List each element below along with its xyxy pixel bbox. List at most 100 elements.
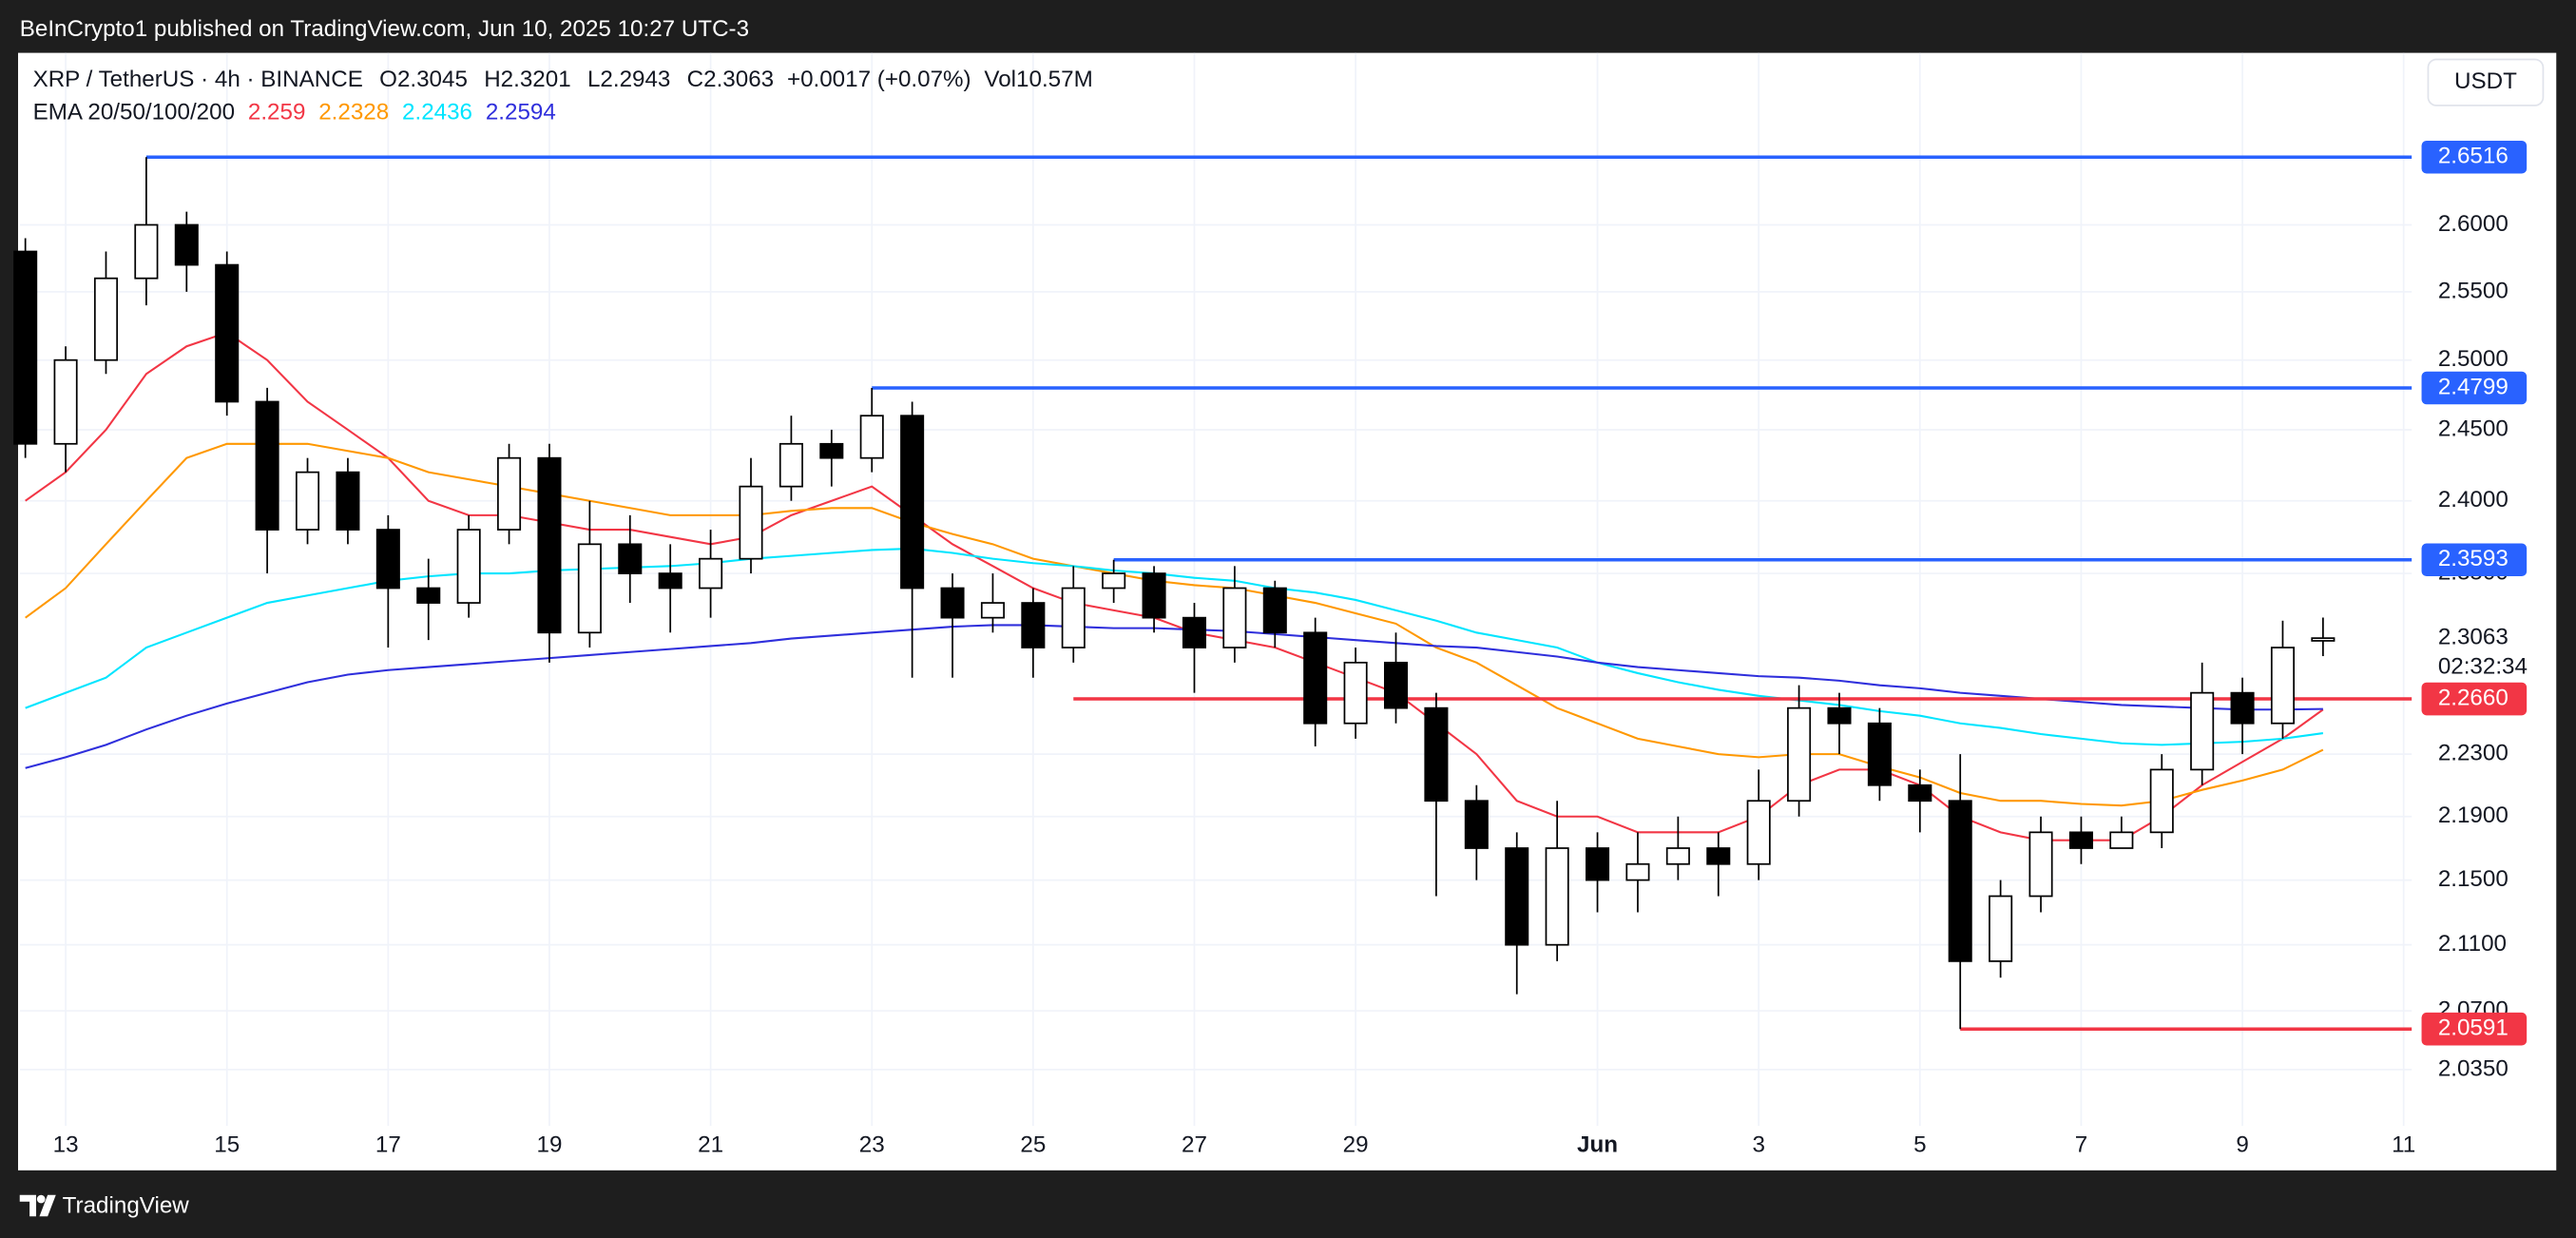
candle-body — [1343, 661, 1368, 725]
ema-value: 2.2436 — [402, 100, 472, 126]
y-tick-label: 2.2300 — [2438, 740, 2509, 765]
level-tag — [2421, 543, 2528, 577]
ema-title: EMA 20/50/100/200 — [33, 100, 235, 126]
x-tick-label: 25 — [1020, 1132, 1046, 1157]
plot — [13, 155, 2413, 1031]
candle-body — [577, 543, 602, 634]
level-tag — [2421, 371, 2528, 405]
ohlc-value: 2.3045 — [397, 67, 468, 92]
candle-body — [1061, 587, 1086, 648]
candle-body — [1424, 706, 1449, 803]
level-tag-label: 2.6516 — [2438, 144, 2509, 169]
symbol: XRP / TetherUS · 4h · BINANCE — [33, 67, 363, 92]
level-tag — [2421, 682, 2528, 716]
currency-button[interactable] — [2427, 58, 2545, 106]
x-tick-label: 27 — [1182, 1132, 1207, 1157]
candle-body — [375, 529, 400, 590]
candle-body — [1625, 862, 1650, 881]
candle-body — [497, 456, 522, 531]
chart-area — [18, 52, 2557, 1170]
candle-body — [1586, 847, 1610, 881]
candle-body — [2190, 691, 2215, 771]
ema-value: 2.2328 — [318, 100, 389, 126]
candle-body — [2230, 691, 2255, 725]
candle-body — [1102, 572, 1126, 590]
candle-body — [2311, 637, 2336, 642]
x-tick-label: 19 — [537, 1132, 563, 1157]
y-tick-label: 2.1900 — [2438, 803, 2509, 828]
volume-label: Vol — [984, 67, 1016, 92]
candle-body — [1222, 587, 1247, 648]
candle-body — [13, 250, 38, 445]
ohlc-value: 2.2943 — [600, 67, 670, 92]
x-tick-label: 21 — [698, 1132, 723, 1157]
candle-body — [900, 415, 925, 590]
candle-body — [93, 277, 119, 361]
volume: 10.57M — [1016, 67, 1093, 92]
y-tick-label: 2.5500 — [2438, 278, 2509, 303]
candle-body — [1746, 800, 1771, 865]
candle-body — [1505, 847, 1529, 946]
price-axis: 2.60002.55002.50002.45002.40002.35002.23… — [2421, 140, 2528, 1081]
candle-body — [859, 415, 884, 459]
ema-line — [25, 331, 2324, 841]
ema-line — [25, 442, 2324, 807]
x-tick-label: Jun — [1577, 1132, 1618, 1157]
brand-name: TradingView — [63, 1192, 190, 1218]
y-tick-label: 2.5000 — [2438, 346, 2509, 372]
y-tick-label: 2.1100 — [2438, 931, 2507, 957]
candle-body — [618, 543, 643, 574]
x-tick-label: 3 — [1752, 1132, 1764, 1157]
candle-body — [980, 602, 1005, 619]
candle-body — [1948, 800, 1972, 962]
candle-body — [456, 529, 481, 604]
candle-body — [940, 587, 965, 619]
candle-body — [739, 485, 763, 560]
current-price: 2.3063 — [2438, 625, 2509, 650]
candle-body — [1021, 602, 1046, 648]
y-tick-label: 2.4000 — [2438, 487, 2509, 513]
ohlc-label: C — [687, 67, 703, 92]
candle-body — [1464, 800, 1489, 849]
x-tick-label: 9 — [2236, 1132, 2248, 1157]
candle-body — [295, 471, 320, 531]
x-tick-label: 5 — [1913, 1132, 1926, 1157]
legend-ohlc: XRP / TetherUS · 4h · BINANCE O2.3045 H2.3… — [33, 67, 1093, 92]
candle-body — [2149, 768, 2174, 834]
ohlc-value: 2.3201 — [501, 67, 571, 92]
candle-body — [1827, 706, 1852, 725]
x-tick-label: 13 — [53, 1132, 79, 1157]
ohlc-label: L — [587, 67, 600, 92]
y-tick-label: 2.6000 — [2438, 211, 2509, 237]
level-tag-label: 2.2660 — [2438, 685, 2509, 710]
currency-label[interactable]: USDT — [2454, 68, 2517, 94]
grid: 13 15 17 19 21 23 25 27 29 Jun 3 5 7 9 11 — [19, 52, 2415, 1157]
candle-body — [1303, 631, 1328, 725]
x-tick-label: 11 — [2392, 1132, 2415, 1157]
y-tick-label: 2.1500 — [2438, 866, 2509, 892]
x-tick-label: 23 — [859, 1132, 885, 1157]
candle-body — [1182, 616, 1207, 648]
ohlc-value: 2.3063 — [703, 67, 774, 92]
candle-body — [1787, 706, 1812, 803]
candle-body — [215, 263, 240, 403]
change: +0.0017 (+0.07%) — [787, 67, 971, 92]
candle-body — [1545, 847, 1569, 946]
candle-body — [134, 223, 159, 280]
candle-body — [2109, 831, 2134, 849]
candle-body — [699, 557, 723, 590]
x-tick-label: 17 — [375, 1132, 401, 1157]
ema-line — [25, 547, 2324, 746]
candle-body — [1908, 783, 1932, 803]
ohlc-label: O — [379, 67, 397, 92]
candle-body — [1262, 587, 1287, 634]
candle-body — [779, 442, 803, 488]
level-tag-label: 2.4799 — [2438, 374, 2509, 399]
level-tag-label: 2.0591 — [2438, 1016, 2509, 1041]
y-tick-label: 2.0350 — [2438, 1055, 2509, 1081]
candle-body — [1142, 572, 1166, 619]
brand-logo — [19, 1194, 56, 1217]
level-tag — [2421, 140, 2528, 174]
ohlc-label: H — [484, 67, 500, 92]
